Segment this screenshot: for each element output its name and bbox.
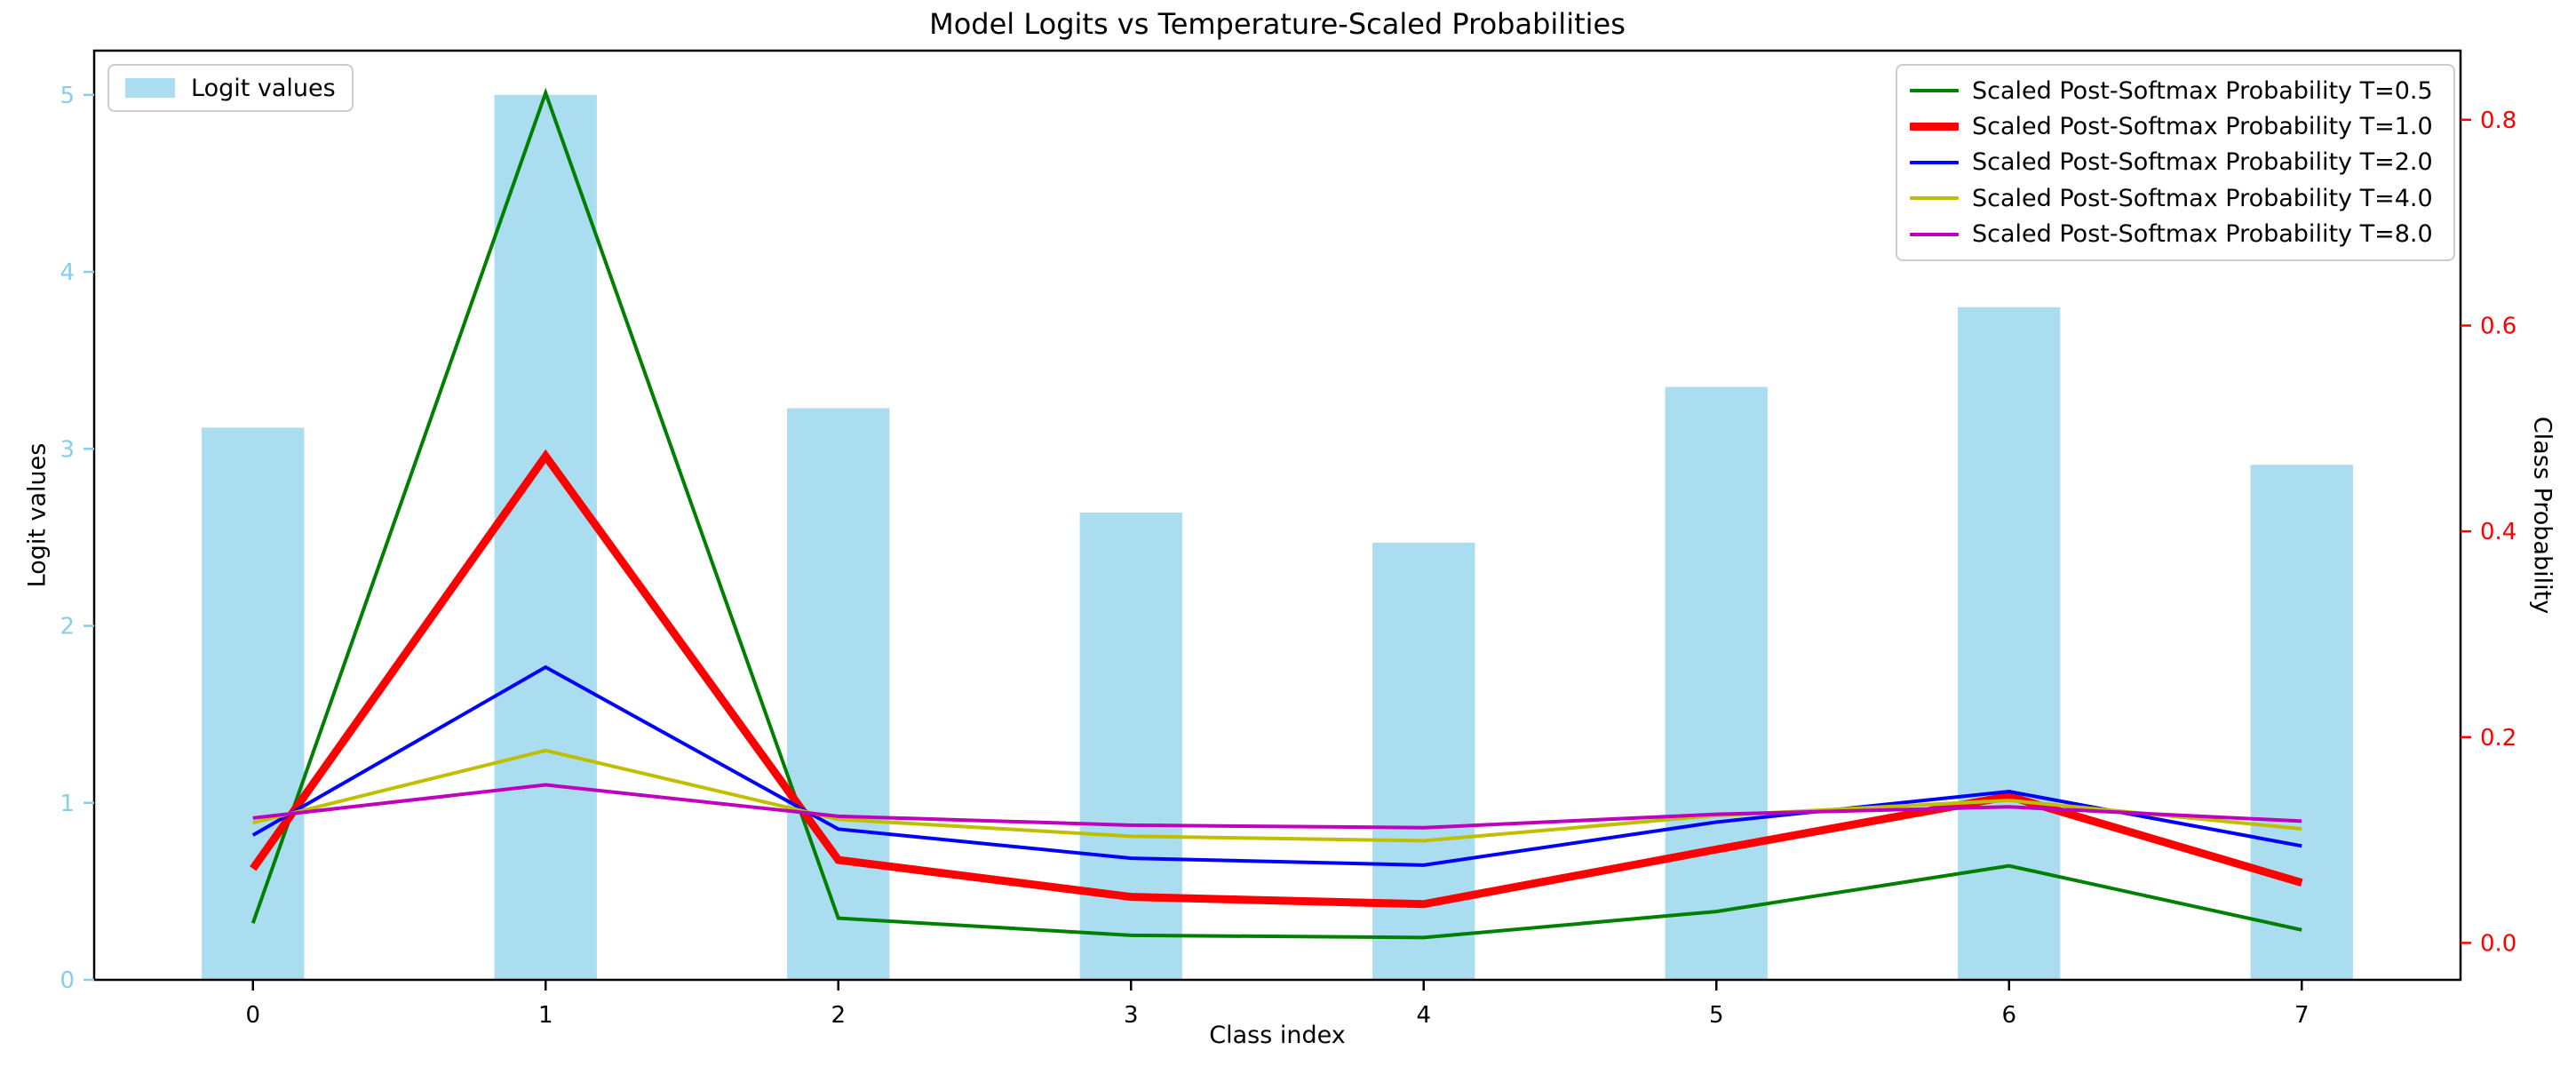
legend-line-sample: [1910, 89, 1959, 93]
probability-line: [252, 748, 2302, 843]
logit-bar: [1372, 542, 1475, 980]
left-tick-label: 2: [60, 614, 75, 640]
legend-entry-label: Scaled Post-Softmax Probability T=4.0: [1972, 184, 2433, 212]
axes-spines: [92, 49, 2462, 982]
right-tick-label: 0.0: [2480, 930, 2516, 957]
right-tick-label: 0.2: [2480, 725, 2516, 752]
legend-entry-label: Scaled Post-Softmax Probability T=0.5: [1972, 76, 2433, 105]
legend-entry: Scaled Post-Softmax Probability T=2.0: [1910, 148, 2441, 176]
x-tick-label: 3: [1124, 1002, 1139, 1029]
probability-line: [250, 87, 2302, 940]
legend-entry: Scaled Post-Softmax Probability T=8.0: [1910, 220, 2441, 248]
logit-bar: [494, 94, 597, 981]
legend-entry-label: Scaled Post-Softmax Probability T=2.0: [1972, 148, 2433, 177]
line-legend: Scaled Post-Softmax Probability T=0.5 Sca…: [1896, 64, 2455, 261]
bar-legend-swatch: [125, 78, 175, 98]
x-tick-label: 2: [831, 1002, 846, 1029]
legend-line-sample: [1910, 160, 1959, 164]
x-tick-label: 6: [2001, 1002, 2016, 1029]
left-tick-label: 4: [60, 259, 75, 286]
legend-line-sample: [1910, 123, 1959, 131]
x-tick-label: 0: [245, 1002, 260, 1029]
legend-entry: Scaled Post-Softmax Probability T=4.0: [1910, 185, 2441, 212]
bar-legend-label: Logit values: [191, 74, 336, 102]
left-y-axis-label: Logit values: [23, 442, 52, 588]
right-tick-label: 0.8: [2480, 107, 2516, 134]
logit-bar: [1665, 386, 1768, 980]
logit-bar: [2250, 465, 2353, 980]
logit-bar: [1958, 306, 2061, 980]
probability-line: [251, 664, 2302, 867]
logit-bar: [787, 408, 890, 980]
legend-entry-label: Scaled Post-Softmax Probability T=1.0: [1972, 113, 2433, 141]
x-axis-label: Class index: [1209, 1022, 1346, 1049]
left-tick-label: 5: [60, 83, 75, 109]
left-tick-label: 1: [60, 791, 75, 817]
x-tick-label: 1: [538, 1002, 553, 1029]
left-tick-label: 0: [60, 967, 75, 994]
right-y-axis-label: Class Probability: [2528, 416, 2556, 615]
logit-bar: [202, 427, 305, 980]
x-tick-label: 4: [1416, 1002, 1431, 1029]
right-tick-label: 0.4: [2480, 519, 2516, 545]
right-tick-label: 0.6: [2480, 313, 2516, 339]
probability-line: [250, 449, 2303, 909]
logit-bar: [1079, 513, 1182, 980]
legend-line-sample: [1910, 196, 1959, 201]
legend-entry: Scaled Post-Softmax Probability T=1.0: [1910, 113, 2441, 140]
legend-line-sample: [1910, 232, 1959, 236]
legend-entry-label: Scaled Post-Softmax Probability T=8.0: [1972, 220, 2433, 249]
left-tick-label: 3: [60, 436, 75, 463]
x-tick-label: 7: [2294, 1002, 2310, 1029]
bar-legend: Logit values: [107, 64, 354, 112]
probability-line: [252, 783, 2302, 830]
x-tick-label: 5: [1709, 1002, 1724, 1029]
chart-title: Model Logits vs Temperature-Scaled Proba…: [929, 7, 1626, 41]
legend-entry: Scaled Post-Softmax Probability T=0.5: [1910, 77, 2441, 105]
